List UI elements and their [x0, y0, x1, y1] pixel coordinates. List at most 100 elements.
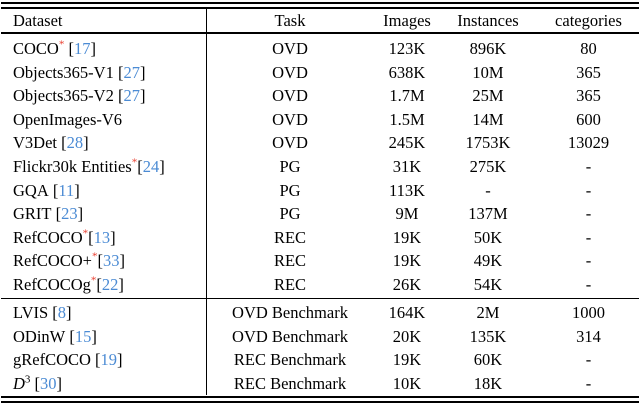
- task-cell: OVD: [272, 39, 308, 58]
- images-cell: 10K: [392, 373, 422, 393]
- instances-cell: 275K: [469, 156, 507, 176]
- citation: [28]: [61, 133, 89, 152]
- categories-cell: 1000: [572, 303, 605, 323]
- dataset-cell: D3 [30]: [0, 372, 205, 396]
- dataset-name: GQA: [13, 180, 49, 200]
- task-cell: OVD: [272, 62, 308, 82]
- dataset-name: GRIT: [13, 204, 52, 224]
- task-cell: PG: [279, 156, 301, 176]
- table-row: Objects365-V1 [27] OVD 638K 10M 365: [0, 61, 640, 85]
- instances-cell: 49K: [473, 251, 503, 271]
- cite-number[interactable]: 11: [58, 180, 75, 200]
- instances-cell: 25M: [472, 86, 504, 106]
- task-cell: REC: [273, 274, 307, 294]
- cite-number[interactable]: 27: [123, 62, 140, 82]
- dataset-name: OpenImages-V6: [13, 109, 123, 129]
- cite-number[interactable]: 13: [93, 227, 111, 247]
- cite-number[interactable]: 24: [142, 156, 160, 176]
- cite-close-bracket: ]: [110, 227, 116, 247]
- dataset-name: Objects365-V2: [13, 86, 114, 106]
- categories-cell: 13029: [567, 133, 610, 153]
- cite-open-bracket: [: [117, 86, 124, 106]
- cite-number[interactable]: 19: [100, 350, 118, 370]
- cite-number[interactable]: 33: [102, 251, 120, 271]
- citation: [19]: [95, 350, 123, 369]
- table-row: Objects365-V2 [27] OVD 1.7M 25M 365: [0, 84, 640, 108]
- citation: [27]: [118, 63, 146, 82]
- images-cell: 245K: [388, 133, 426, 153]
- images-cell: 1.7M: [389, 86, 425, 106]
- footnote-star: *: [82, 227, 89, 240]
- images-cell: 9M: [395, 204, 419, 224]
- table-section-training: COCO* [17] OVD 123K 896K 80 Objects365-V…: [0, 34, 640, 298]
- cite-open-bracket: [: [55, 204, 62, 224]
- table-row: GQA [11] PG 113K - -: [0, 179, 640, 203]
- cite-number[interactable]: 28: [66, 133, 84, 153]
- header-bottom-rule: [1, 32, 639, 34]
- cite-number[interactable]: 8: [57, 303, 67, 323]
- task-cell: REC: [273, 227, 307, 247]
- images-cell: 638K: [388, 62, 426, 82]
- dataset-name: ODinW: [13, 326, 66, 346]
- table-row: V3Det [28] OVD 245K 1753K 13029: [0, 131, 640, 155]
- instances-cell: 60K: [473, 350, 503, 370]
- cite-number[interactable]: 23: [61, 204, 78, 224]
- instances-cell: 18K: [473, 373, 503, 393]
- dataset-name: RefCOCO: [13, 227, 83, 247]
- instances-cell: 50K: [473, 227, 503, 247]
- table-row: LVIS [8] OVD Benchmark 164K 2M 1000: [0, 301, 640, 325]
- citation: [30]: [35, 374, 63, 393]
- cite-number[interactable]: 17: [73, 39, 91, 58]
- cite-close-bracket: ]: [119, 251, 125, 271]
- categories-cell: -: [585, 274, 592, 294]
- categories-cell: -: [585, 373, 592, 393]
- task-cell: PG: [279, 180, 301, 200]
- cite-number[interactable]: 30: [40, 373, 57, 393]
- table-row: RefCOCOg*[22] REC 26K 54K -: [0, 273, 640, 297]
- instances-cell: 2M: [476, 303, 500, 323]
- dataset-name: Objects365-V1: [13, 62, 114, 82]
- instances-cell: 896K: [469, 39, 507, 58]
- header-images: Images: [383, 11, 431, 30]
- table-row: GRIT [23] PG 9M 137M -: [0, 202, 640, 226]
- table-bottom-rule: [1, 396, 639, 404]
- dataset-name: RefCOCO+: [13, 251, 92, 271]
- images-cell: 19K: [392, 350, 422, 370]
- table-header-row: Dataset Task Images Instances categories: [0, 9, 640, 32]
- table-row: D3 [30] REC Benchmark 10K 18K -: [0, 372, 640, 396]
- header-categories: categories: [555, 11, 622, 30]
- table-top-rule: [1, 2, 639, 9]
- dataset-cell: V3Det [28]: [0, 131, 205, 155]
- cite-number[interactable]: 22: [101, 274, 119, 294]
- citation: [15]: [69, 327, 97, 346]
- cite-close-bracket: ]: [159, 156, 165, 176]
- images-cell: 19K: [392, 251, 422, 271]
- categories-cell: -: [585, 156, 592, 176]
- instances-cell: 54K: [473, 274, 503, 294]
- footnote-star: *: [90, 274, 97, 287]
- cite-open-bracket: [: [52, 180, 59, 200]
- footnote-star: *: [58, 38, 65, 51]
- cite-open-bracket: [: [68, 39, 74, 58]
- cite-open-bracket: [: [88, 227, 94, 247]
- cite-close-bracket: ]: [118, 274, 124, 294]
- cite-close-bracket: ]: [83, 133, 89, 153]
- categories-cell: 600: [576, 109, 601, 129]
- dataset-name: COCO: [13, 39, 59, 58]
- categories-cell: 365: [576, 62, 601, 82]
- dataset-name: gRefCOCO: [13, 350, 91, 370]
- cite-open-bracket: [: [69, 326, 75, 346]
- citation: [17]: [68, 39, 96, 58]
- task-cell: OVD: [272, 109, 308, 129]
- cite-number[interactable]: 15: [74, 326, 92, 346]
- dataset-cell: Flickr30k Entities*[24]: [0, 155, 205, 179]
- table-row: RefCOCO+*[33] REC 19K 49K -: [0, 249, 640, 273]
- dataset-cell: COCO* [17]: [0, 37, 205, 61]
- table-row: Flickr30k Entities*[24] PG 31K 275K -: [0, 155, 640, 179]
- cite-close-bracket: ]: [91, 326, 97, 346]
- cite-number[interactable]: 27: [123, 86, 140, 106]
- task-cell: OVD: [272, 133, 308, 153]
- table-row: COCO* [17] OVD 123K 896K 80: [0, 37, 640, 61]
- cite-close-bracket: ]: [56, 373, 63, 393]
- categories-cell: 365: [576, 86, 601, 106]
